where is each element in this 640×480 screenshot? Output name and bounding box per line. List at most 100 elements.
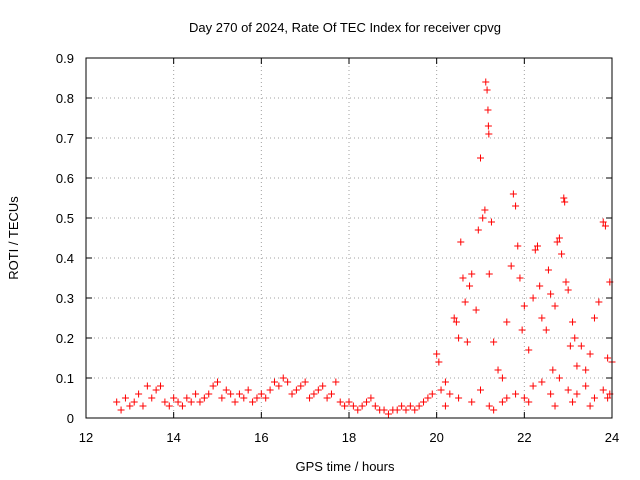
data-point <box>433 350 441 358</box>
data-point <box>332 378 340 386</box>
data-point <box>555 234 563 242</box>
data-point <box>424 394 432 402</box>
data-point <box>270 378 278 386</box>
y-tick-label: 0 <box>67 411 74 426</box>
data-point <box>547 390 555 398</box>
data-point <box>509 190 517 198</box>
data-point <box>485 130 493 138</box>
data-point <box>244 386 252 394</box>
x-axis-label: GPS time / hours <box>296 459 395 474</box>
y-tick-label: 0.2 <box>56 331 74 346</box>
data-point <box>450 314 458 322</box>
data-point <box>498 374 506 382</box>
data-point <box>218 394 226 402</box>
data-point <box>249 398 257 406</box>
data-point <box>452 318 460 326</box>
data-point <box>468 398 476 406</box>
data-points <box>113 78 616 418</box>
data-point <box>536 282 544 290</box>
data-point <box>354 406 362 414</box>
data-point <box>437 386 445 394</box>
data-point <box>599 386 607 394</box>
y-tick-label: 0.1 <box>56 371 74 386</box>
data-point <box>367 394 375 402</box>
data-point <box>411 406 419 414</box>
data-point <box>569 398 577 406</box>
data-point <box>483 86 491 94</box>
data-point <box>279 374 287 382</box>
data-point <box>253 394 261 402</box>
data-point <box>461 298 469 306</box>
data-point <box>384 410 392 418</box>
data-point <box>525 398 533 406</box>
data-point <box>533 242 541 250</box>
data-point <box>117 406 125 414</box>
data-point <box>205 390 213 398</box>
data-point <box>455 394 463 402</box>
data-point <box>531 246 539 254</box>
data-point <box>516 274 524 282</box>
data-point <box>604 354 612 362</box>
data-point <box>518 326 526 334</box>
data-point <box>170 394 178 402</box>
x-tick-label: 16 <box>254 430 268 445</box>
data-point <box>196 398 204 406</box>
data-point <box>297 382 305 390</box>
data-point <box>398 402 406 410</box>
data-point <box>481 206 489 214</box>
data-point <box>231 398 239 406</box>
data-point <box>187 398 195 406</box>
data-point <box>183 394 191 402</box>
data-point <box>314 386 322 394</box>
data-point <box>604 394 612 402</box>
data-point <box>586 350 594 358</box>
data-point <box>240 394 248 402</box>
x-tick-label: 20 <box>429 430 443 445</box>
data-point <box>512 202 520 210</box>
data-point <box>577 342 585 350</box>
tick-labels: 0 0.1 0.2 0.3 0.4 0.5 0.6 0.7 0.8 0.9 12 14 16 18 20 22… <box>56 51 619 445</box>
axis-ticks <box>85 57 613 419</box>
data-point <box>566 342 574 350</box>
data-point <box>595 298 603 306</box>
data-point <box>484 106 492 114</box>
data-point <box>363 398 371 406</box>
data-point <box>349 402 357 410</box>
data-point <box>157 382 165 390</box>
data-point <box>538 378 546 386</box>
data-point <box>310 390 318 398</box>
data-point <box>544 266 552 274</box>
data-point <box>582 382 590 390</box>
y-tick-label: 0.5 <box>56 211 74 226</box>
data-point <box>551 302 559 310</box>
y-tick-label: 0.7 <box>56 131 74 146</box>
data-point <box>121 394 129 402</box>
data-point <box>306 394 314 402</box>
data-point <box>498 398 506 406</box>
data-point <box>227 390 235 398</box>
data-point <box>551 402 559 410</box>
data-point <box>549 366 557 374</box>
data-point <box>514 242 522 250</box>
data-point <box>446 390 454 398</box>
data-point <box>148 394 156 402</box>
data-point <box>472 306 480 314</box>
data-point <box>558 250 566 258</box>
data-point <box>143 382 151 390</box>
data-point <box>214 378 221 386</box>
y-tick-label: 0.4 <box>56 251 74 266</box>
data-point <box>235 390 243 398</box>
data-point <box>482 78 490 86</box>
data-point <box>503 394 511 402</box>
data-point <box>490 338 498 346</box>
data-point <box>571 334 579 342</box>
data-point <box>599 218 607 226</box>
data-point <box>152 386 160 394</box>
data-point <box>590 314 598 322</box>
x-tick-label: 12 <box>79 430 93 445</box>
x-tick-label: 22 <box>517 430 531 445</box>
data-point <box>477 386 484 394</box>
data-point <box>415 402 423 410</box>
